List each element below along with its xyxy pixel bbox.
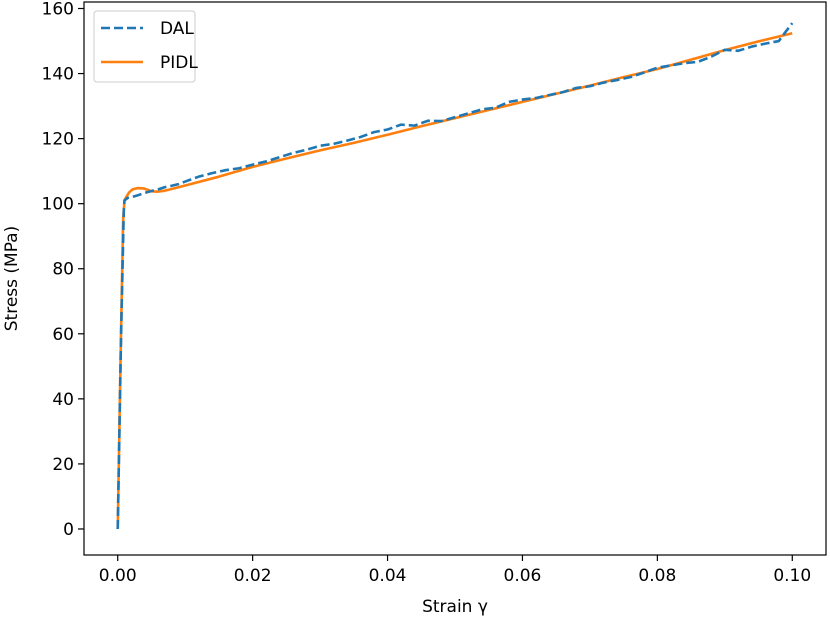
x-axis-ticks: 0.00 0.02 0.04 0.06 0.08 0.10 [99,555,811,586]
x-tick-label: 0.06 [504,566,542,586]
y-tick-label: 0 [63,520,74,540]
x-tick-label: 0.00 [99,566,137,586]
y-tick-label: 40 [52,390,74,410]
x-axis-label: Strain γ [422,597,488,617]
x-tick-label: 0.08 [638,566,676,586]
series-line-dal [116,22,794,530]
legend: DAL PIDL [93,10,198,83]
y-tick-label: 140 [42,65,74,85]
x-tick-label: 0.10 [773,566,811,586]
legend-label-pidl: PIDL [160,53,198,73]
y-tick-label: 80 [52,260,74,280]
y-tick-label: 100 [42,195,74,215]
y-tick-label: 20 [52,455,74,475]
series-line-pidl [116,31,793,530]
y-tick-label: 60 [52,325,74,345]
y-tick-label: 160 [42,0,74,20]
plot-lines [116,22,794,530]
y-tick-label: 120 [42,130,74,150]
legend-label-dal: DAL [160,19,194,39]
y-axis-ticks: 0 20 40 60 80 100 120 140 160 [42,0,84,540]
x-tick-label: 0.04 [369,566,407,586]
plot-frame [83,1,827,556]
x-tick-label: 0.02 [234,566,272,586]
y-axis-label: Stress (MPa) [2,226,22,332]
